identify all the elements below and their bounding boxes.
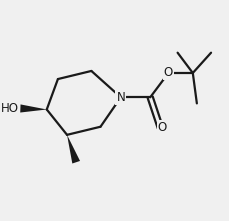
Text: HO: HO bbox=[1, 102, 19, 115]
Text: O: O bbox=[164, 67, 173, 80]
Polygon shape bbox=[20, 104, 47, 112]
Polygon shape bbox=[67, 135, 80, 164]
Text: N: N bbox=[116, 91, 125, 104]
Text: O: O bbox=[158, 121, 167, 134]
